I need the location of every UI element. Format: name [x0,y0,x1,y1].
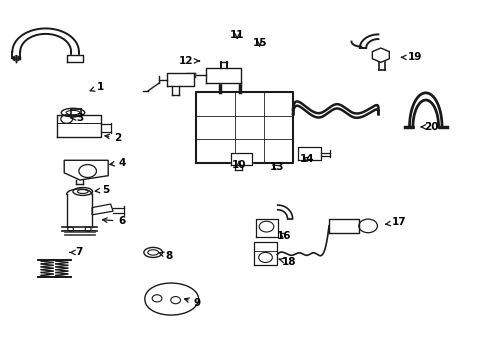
Text: 7: 7 [70,247,82,257]
Text: 9: 9 [185,298,201,308]
Polygon shape [254,242,277,265]
Text: 11: 11 [230,30,245,40]
Text: 10: 10 [232,160,246,170]
Text: 19: 19 [402,52,422,62]
Text: 12: 12 [179,56,199,66]
Text: 13: 13 [270,162,284,172]
Polygon shape [206,68,241,83]
Polygon shape [167,73,194,86]
Text: 15: 15 [252,38,267,48]
Text: 18: 18 [279,257,296,267]
Text: 1: 1 [90,82,104,92]
Polygon shape [329,219,359,233]
Text: 5: 5 [95,185,109,195]
Text: 6: 6 [102,216,125,226]
Text: 17: 17 [386,217,406,227]
Text: 20: 20 [421,122,439,132]
Polygon shape [231,153,252,165]
Text: 8: 8 [159,251,173,261]
Text: 4: 4 [110,158,125,168]
Text: 14: 14 [300,154,315,164]
Polygon shape [196,92,293,163]
Text: 2: 2 [105,133,122,143]
Polygon shape [256,219,278,237]
Text: 3: 3 [71,113,84,123]
Polygon shape [298,147,321,160]
Text: 16: 16 [277,231,292,240]
Polygon shape [145,283,198,315]
